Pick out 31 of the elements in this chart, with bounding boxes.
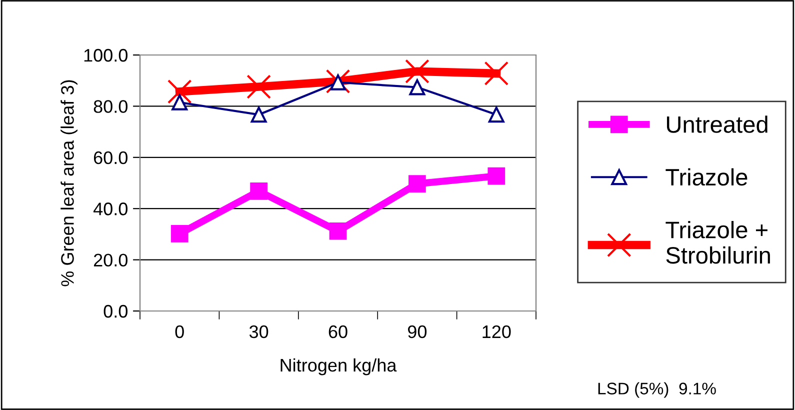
point [408, 175, 426, 192]
point [484, 61, 509, 86]
legend-label: Untreated [666, 116, 768, 133]
y-axis-title: % Green leaf area (leaf 3) [60, 80, 78, 286]
y-tick-label: 0.0 [104, 304, 128, 318]
point [246, 74, 271, 99]
point [329, 222, 347, 240]
x-tick-label: 60 [328, 325, 348, 338]
point [405, 59, 430, 84]
y-tick-label: 100.0 [84, 48, 128, 62]
x-tick-label: 30 [249, 325, 268, 338]
legend-label: Triazole + Strobilurin [666, 220, 770, 264]
text: LSD (5%) 9.1% [598, 382, 716, 398]
y-tick-label: 60.0 [94, 151, 128, 164]
x-tick-label: 120 [482, 325, 511, 338]
y-tick-label: 20.0 [94, 254, 128, 267]
x-tick-label: 0 [175, 325, 184, 338]
point [170, 225, 188, 242]
point [330, 74, 346, 90]
point [488, 167, 506, 185]
y-tick-label: 40.0 [93, 202, 128, 216]
point [167, 79, 192, 104]
legend-label: Triazole [666, 168, 748, 186]
point [409, 79, 426, 96]
point [250, 182, 268, 200]
x-tick-label: 90 [408, 325, 427, 338]
y-tick-label: 80.0 [94, 100, 128, 113]
point [250, 106, 267, 123]
point [488, 106, 504, 123]
point [172, 94, 188, 110]
x-axis-title: Nitrogen kg/ha [280, 358, 397, 376]
